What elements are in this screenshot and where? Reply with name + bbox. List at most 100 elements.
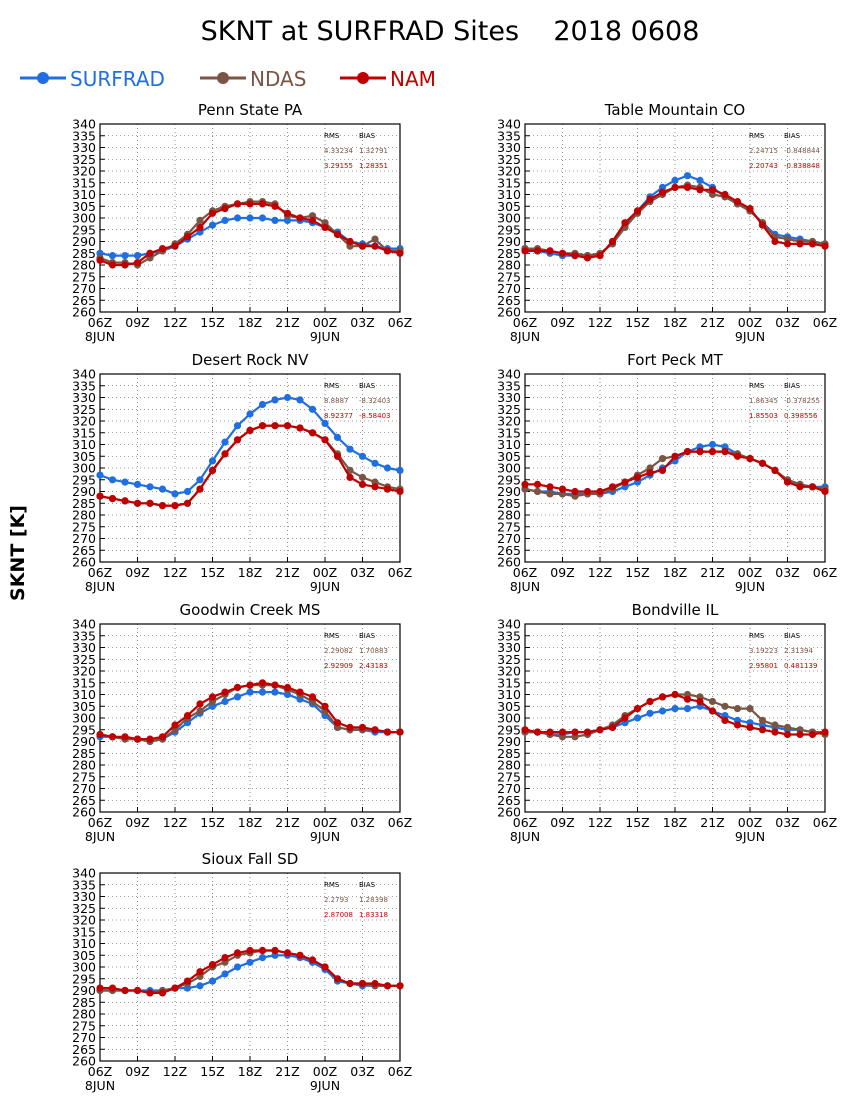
series-line-ndas bbox=[99, 424, 401, 507]
data-point-nam bbox=[183, 233, 192, 241]
data-point-nam bbox=[571, 487, 579, 496]
data-point-nam bbox=[358, 723, 367, 732]
y-tick-label: 270 bbox=[72, 1030, 96, 1045]
data-point-nam bbox=[346, 237, 354, 246]
y-tick-label: 290 bbox=[72, 983, 96, 998]
legend-item-nam: NAM bbox=[340, 67, 436, 91]
data-point-nam bbox=[271, 681, 279, 689]
data-point-nam bbox=[596, 726, 604, 734]
panel-title: Bondville IL bbox=[632, 601, 719, 619]
data-point-nam bbox=[746, 723, 754, 732]
y-tick-label: 335 bbox=[497, 128, 521, 143]
y-tick-label: 300 bbox=[497, 211, 521, 226]
series-nam bbox=[96, 422, 404, 510]
x-tick-label: 12Z bbox=[588, 315, 612, 330]
data-point-nam bbox=[821, 728, 829, 736]
stats-bias-nam: 2.43183 bbox=[359, 662, 388, 670]
x-tick-label: 00Z bbox=[738, 565, 762, 580]
y-tick-label: 315 bbox=[497, 425, 521, 440]
x-tick-label: 15Z bbox=[200, 815, 224, 830]
y-tick-label: 310 bbox=[72, 187, 96, 202]
stats-rms-nam: 3.29155 bbox=[324, 162, 353, 170]
y-tick-label: 295 bbox=[497, 222, 521, 237]
data-point-nam bbox=[133, 259, 142, 267]
data-point-nam bbox=[371, 979, 379, 988]
data-point-ndas bbox=[196, 216, 204, 224]
x-tick-label: 06Z bbox=[813, 315, 837, 330]
data-point-nam bbox=[171, 242, 179, 250]
y-tick-label: 320 bbox=[497, 414, 521, 429]
y-tick-label: 310 bbox=[497, 687, 521, 702]
data-point-surfrad bbox=[246, 688, 254, 696]
data-point-nam bbox=[371, 483, 379, 491]
y-tick-label: 305 bbox=[72, 449, 96, 464]
data-point-nam bbox=[271, 422, 279, 430]
data-point-surfrad bbox=[708, 440, 717, 449]
y-tick-label: 265 bbox=[72, 293, 96, 308]
data-point-nam bbox=[396, 982, 404, 990]
x-tick-label: 12Z bbox=[163, 815, 187, 830]
panel-penn-state-pa: Penn State PA 260265270275280285290295300… bbox=[72, 101, 412, 344]
y-tick-label: 315 bbox=[72, 675, 96, 690]
data-point-ndas bbox=[721, 702, 729, 710]
y-tick-label: 325 bbox=[72, 402, 96, 417]
data-point-nam bbox=[146, 499, 154, 507]
data-point-nam bbox=[671, 452, 679, 460]
data-point-nam bbox=[746, 455, 754, 463]
data-point-nam bbox=[583, 728, 592, 736]
x-tick-label: 06Z bbox=[513, 315, 537, 330]
stats-rms-ndas: 2.24715 bbox=[749, 147, 778, 155]
y-tick-label: 325 bbox=[497, 152, 521, 167]
y-tick-label: 260 bbox=[72, 305, 96, 320]
panel-desert-rock-nv: Desert Rock NV26026527027528028529029530… bbox=[72, 351, 412, 594]
data-point-nam bbox=[296, 214, 304, 222]
data-point-nam bbox=[546, 728, 554, 736]
data-point-nam bbox=[808, 730, 817, 739]
y-tick-label: 310 bbox=[72, 437, 96, 452]
stats-bias-ndas: -8.32403 bbox=[359, 397, 390, 405]
y-tick-label: 335 bbox=[72, 877, 96, 892]
data-point-nam bbox=[583, 487, 592, 496]
x-tick-label: 21Z bbox=[700, 815, 724, 830]
data-point-surfrad bbox=[271, 396, 279, 404]
y-tick-label: 265 bbox=[72, 1042, 96, 1057]
data-point-nam bbox=[183, 712, 192, 720]
data-point-nam bbox=[646, 469, 654, 477]
x-tick-label: 06Z bbox=[513, 565, 537, 580]
x-tick-label: 09Z bbox=[550, 565, 574, 580]
data-point-surfrad bbox=[671, 705, 679, 713]
series-line-ndas bbox=[100, 949, 400, 995]
stats-bias-nam: 1.28351 bbox=[359, 162, 388, 170]
y-tick-label: 305 bbox=[72, 199, 96, 214]
y-tick-label: 320 bbox=[72, 664, 96, 679]
data-point-nam bbox=[108, 261, 117, 269]
y-tick-label: 320 bbox=[72, 414, 96, 429]
data-point-surfrad bbox=[246, 410, 254, 418]
data-point-nam bbox=[758, 726, 767, 734]
y-tick-label: 300 bbox=[72, 960, 96, 975]
y-tick-label: 275 bbox=[72, 269, 96, 284]
y-tick-label: 310 bbox=[497, 187, 521, 202]
stats-bias-header: BIAS bbox=[784, 132, 801, 140]
legend-marker-surfrad bbox=[37, 72, 49, 84]
data-point-nam bbox=[771, 466, 779, 474]
panel-title: Sioux Fall SD bbox=[202, 850, 299, 868]
data-point-surfrad bbox=[333, 433, 342, 441]
data-point-nam bbox=[308, 216, 317, 224]
data-point-ndas bbox=[533, 487, 542, 496]
y-tick-label: 290 bbox=[72, 484, 96, 499]
data-point-nam bbox=[621, 714, 629, 722]
data-point-nam bbox=[208, 961, 217, 969]
y-tick-label: 290 bbox=[497, 734, 521, 749]
data-point-surfrad bbox=[683, 172, 692, 180]
data-point-surfrad bbox=[196, 476, 204, 484]
y-tick-label: 290 bbox=[497, 234, 521, 249]
data-point-nam bbox=[133, 735, 142, 743]
data-point-nam bbox=[358, 480, 367, 488]
data-point-surfrad bbox=[233, 214, 242, 222]
data-point-surfrad bbox=[221, 697, 229, 706]
data-point-nam bbox=[108, 733, 117, 741]
x-tick-label: 15Z bbox=[200, 565, 224, 580]
stats-rms-nam: 2.95801 bbox=[749, 662, 778, 670]
data-point-nam bbox=[521, 480, 529, 488]
